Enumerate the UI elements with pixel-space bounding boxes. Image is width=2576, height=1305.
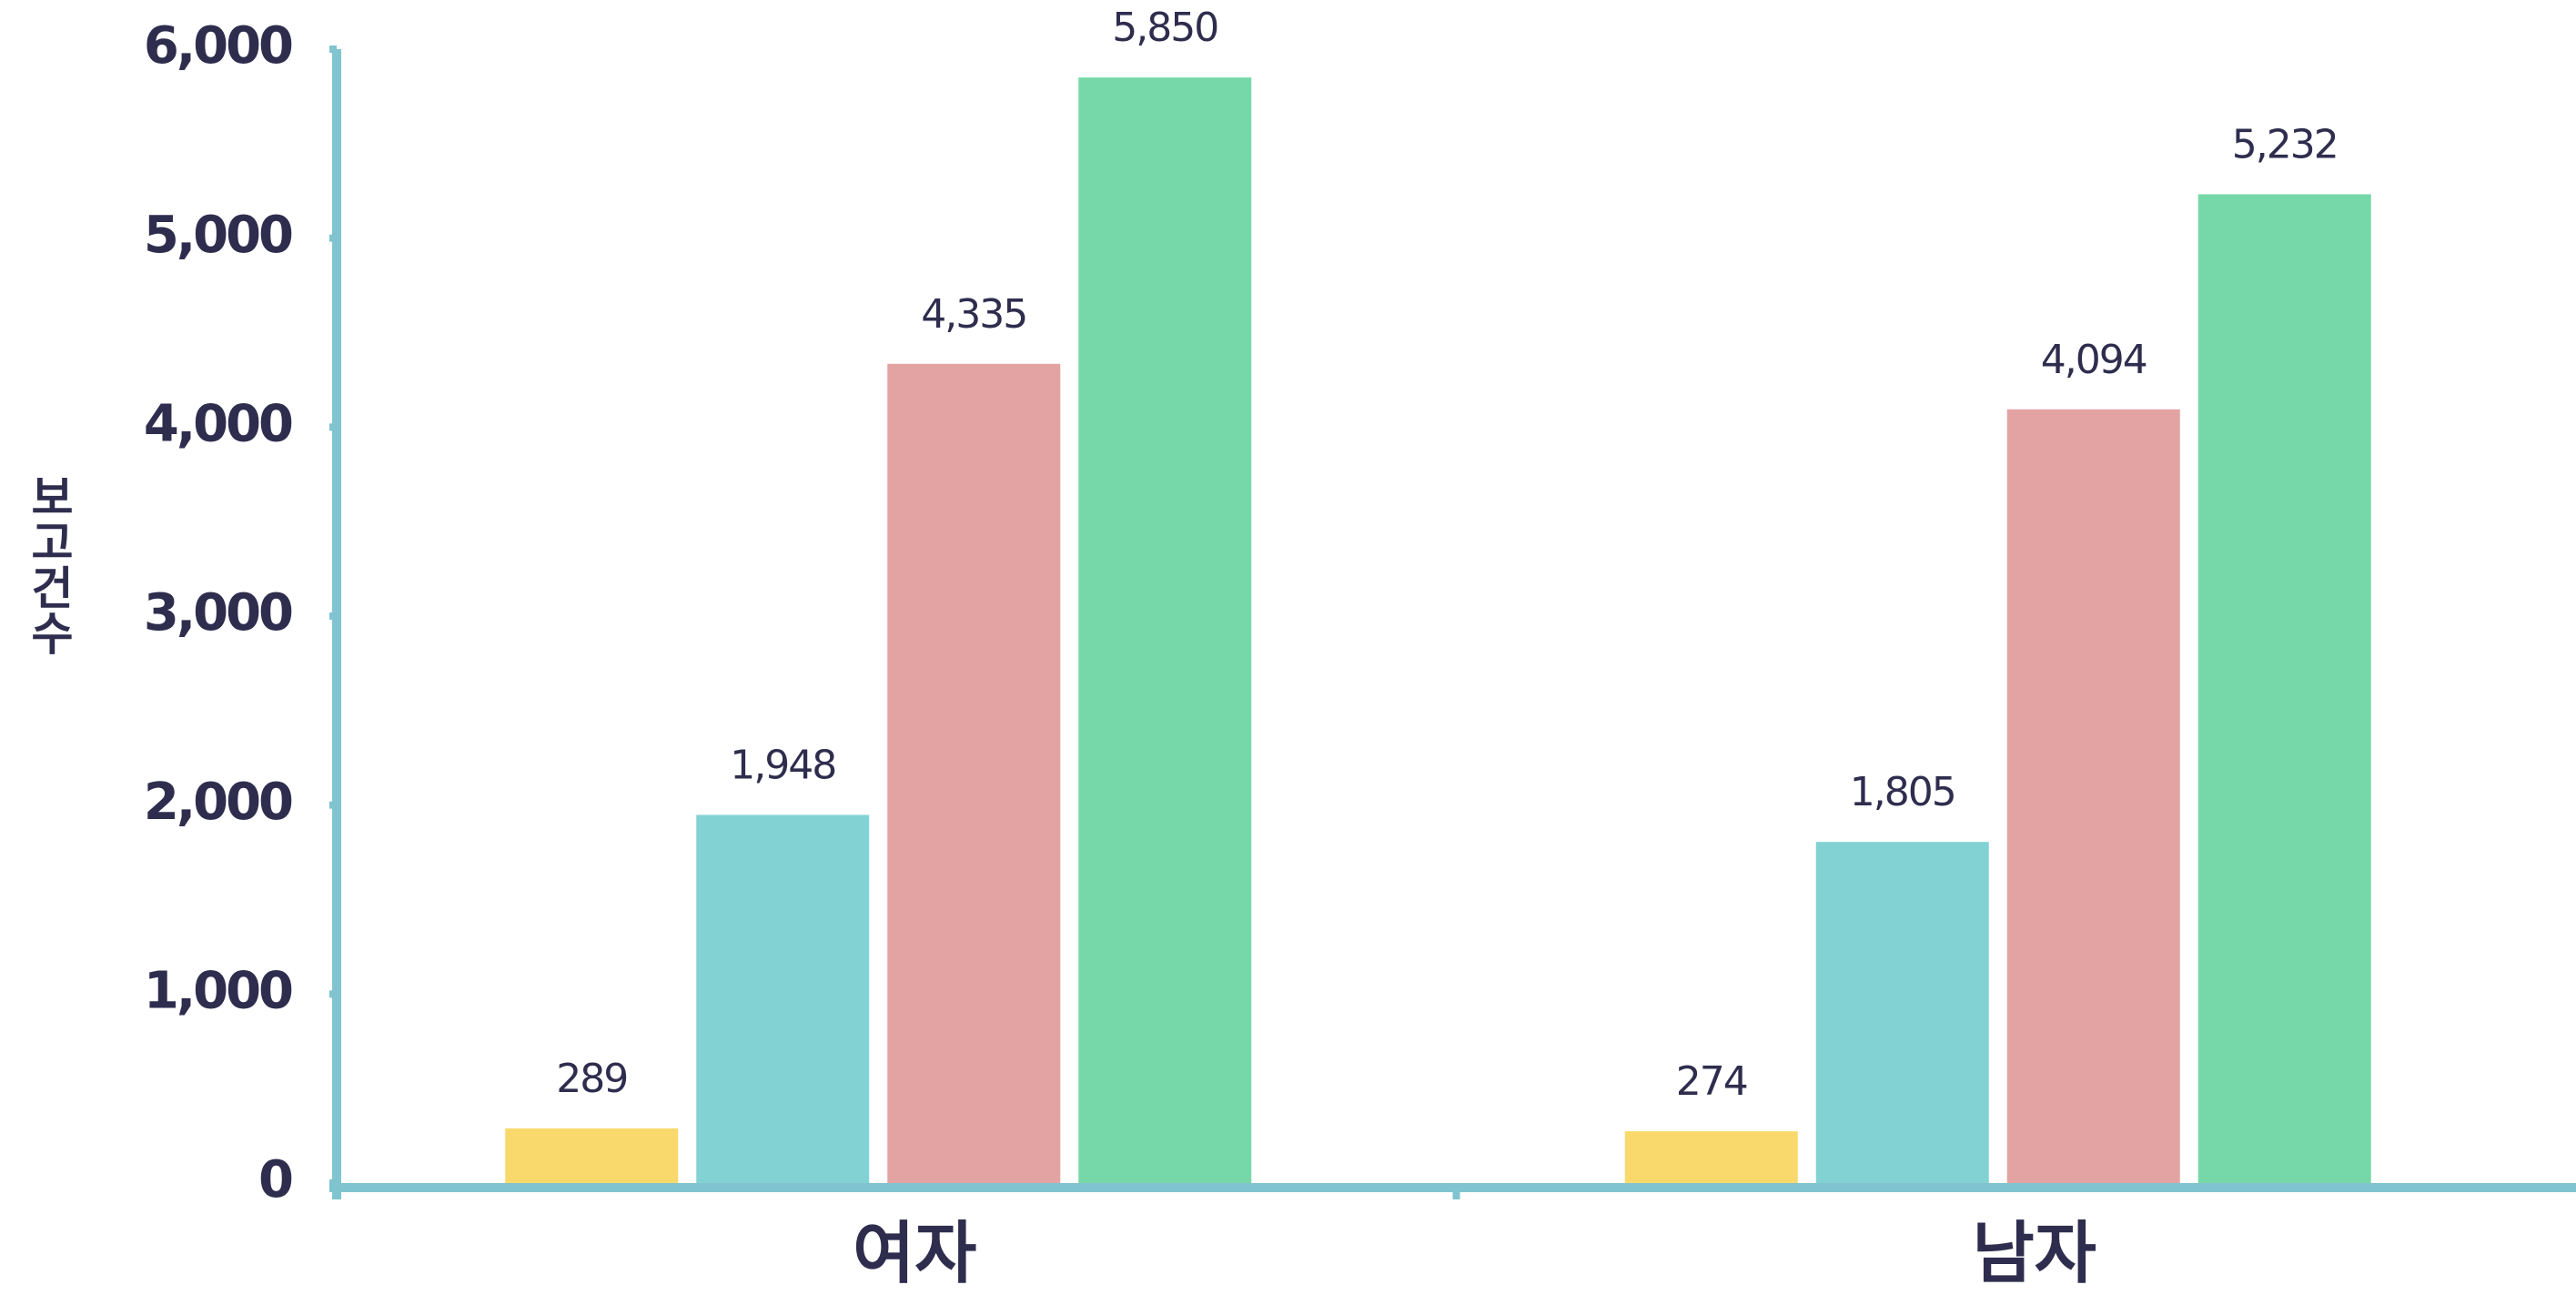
y-tick-label: 4,000 (144, 394, 292, 453)
value-label: 1,948 (730, 742, 835, 788)
y-tick-label: 6,000 (144, 16, 292, 76)
bar (1078, 77, 1252, 1183)
bar (887, 363, 1061, 1183)
value-label: 5,850 (1112, 5, 1217, 51)
y-tick-label: 2,000 (144, 773, 292, 832)
y-tick-label: 0 (258, 1150, 292, 1209)
bar (2197, 194, 2371, 1183)
value-label: 1,805 (1850, 769, 1955, 815)
bar (696, 814, 870, 1183)
y-tick-label: 1,000 (144, 961, 292, 1020)
value-label: 289 (556, 1056, 627, 1102)
bar (1815, 842, 1989, 1183)
x-tick-label: 남자 (1973, 1215, 2096, 1293)
bar (1624, 1131, 1798, 1183)
value-label: 5,232 (2232, 121, 2338, 167)
bar (505, 1128, 679, 1183)
y-axis-label: 보고건수 (23, 473, 76, 655)
value-label: 4,335 (921, 291, 1026, 338)
x-tick-label: 여자 (853, 1215, 976, 1293)
y-tick-label: 5,000 (144, 206, 292, 265)
value-label: 4,094 (2041, 337, 2147, 383)
y-tick-label: 3,000 (144, 583, 292, 642)
bar (2006, 409, 2180, 1184)
value-label: 274 (1676, 1058, 1747, 1105)
